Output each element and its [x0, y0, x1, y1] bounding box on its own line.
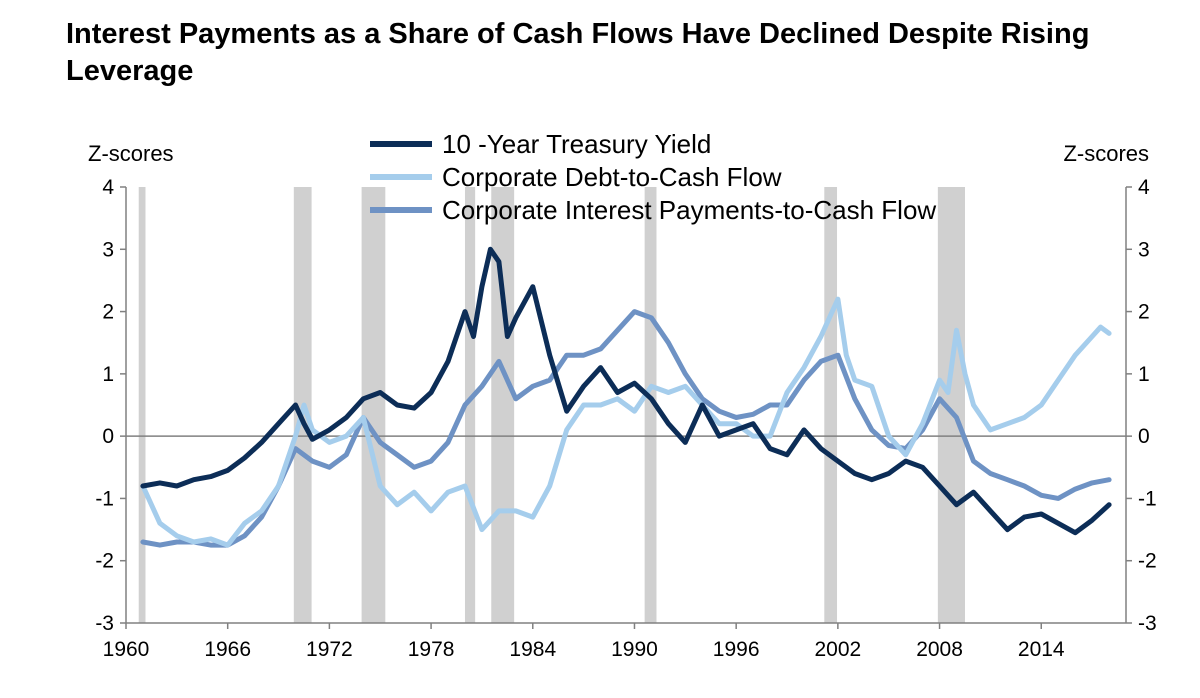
- y-tick-label-right: 0: [1138, 425, 1150, 448]
- y-tick-label-left: 4: [102, 176, 114, 199]
- y-tick-label-left: -2: [95, 550, 114, 573]
- x-tick-label: 1996: [713, 638, 760, 661]
- x-tick-label: 1960: [103, 638, 150, 661]
- series-line-0: [140, 246, 1112, 536]
- y-tick-label-right: 3: [1138, 238, 1150, 261]
- x-tick-label: 1990: [611, 638, 658, 661]
- legend-label-1: Corporate Debt-to-Cash Flow: [442, 162, 782, 192]
- y-tick-label-left: -1: [95, 487, 114, 510]
- legend-label-0: 10 -Year Treasury Yield: [442, 129, 711, 159]
- recession-bands: [138, 187, 965, 623]
- y-tick-label-right: 2: [1138, 301, 1150, 324]
- y-tick-label-left: 1: [102, 363, 114, 386]
- y-tick-label-right: 1: [1138, 363, 1150, 386]
- x-tick-label: 1966: [204, 638, 251, 661]
- series-lines: [140, 246, 1112, 548]
- y-axis-label-left: Z-scores: [88, 141, 174, 166]
- y-tick-label-left: 3: [102, 238, 114, 261]
- recession-band-3: [464, 187, 476, 623]
- y-tick-label-right: 4: [1138, 176, 1150, 199]
- y-tick-label-left: 2: [102, 301, 114, 324]
- series-line-2: [140, 309, 1112, 548]
- x-tick-label: 2002: [815, 638, 862, 661]
- x-tick-label: 2014: [1018, 638, 1065, 661]
- x-tick-label: 1972: [306, 638, 353, 661]
- x-tick-label: 1984: [509, 638, 556, 661]
- x-tick-label: 2008: [916, 638, 963, 661]
- series-line-1: [140, 296, 1112, 548]
- recession-band-5: [644, 187, 657, 623]
- x-tick-label: 1978: [408, 638, 455, 661]
- y-tick-label-right: -2: [1138, 550, 1157, 573]
- y-tick-label-right: -1: [1138, 487, 1157, 510]
- chart-title: Interest Payments as a Share of Cash Flo…: [66, 18, 1090, 87]
- axes: -3 -3 -2 -2 -1 -1 0 0 1 1 2 2 3 3 4 4 1960 1966 1972 1978 19…: [95, 176, 1156, 661]
- y-tick-label-left: 0: [102, 425, 114, 448]
- y-tick-label-left: -3: [95, 612, 114, 635]
- recession-band-0: [138, 187, 146, 623]
- legend-label-2: Corporate Interest Payments-to-Cash Flow: [442, 195, 936, 225]
- y-axis-label-right: Z-scores: [1063, 141, 1149, 166]
- y-tick-label-right: -3: [1138, 612, 1157, 635]
- recession-band-6: [824, 187, 838, 623]
- recession-band-2: [361, 187, 386, 623]
